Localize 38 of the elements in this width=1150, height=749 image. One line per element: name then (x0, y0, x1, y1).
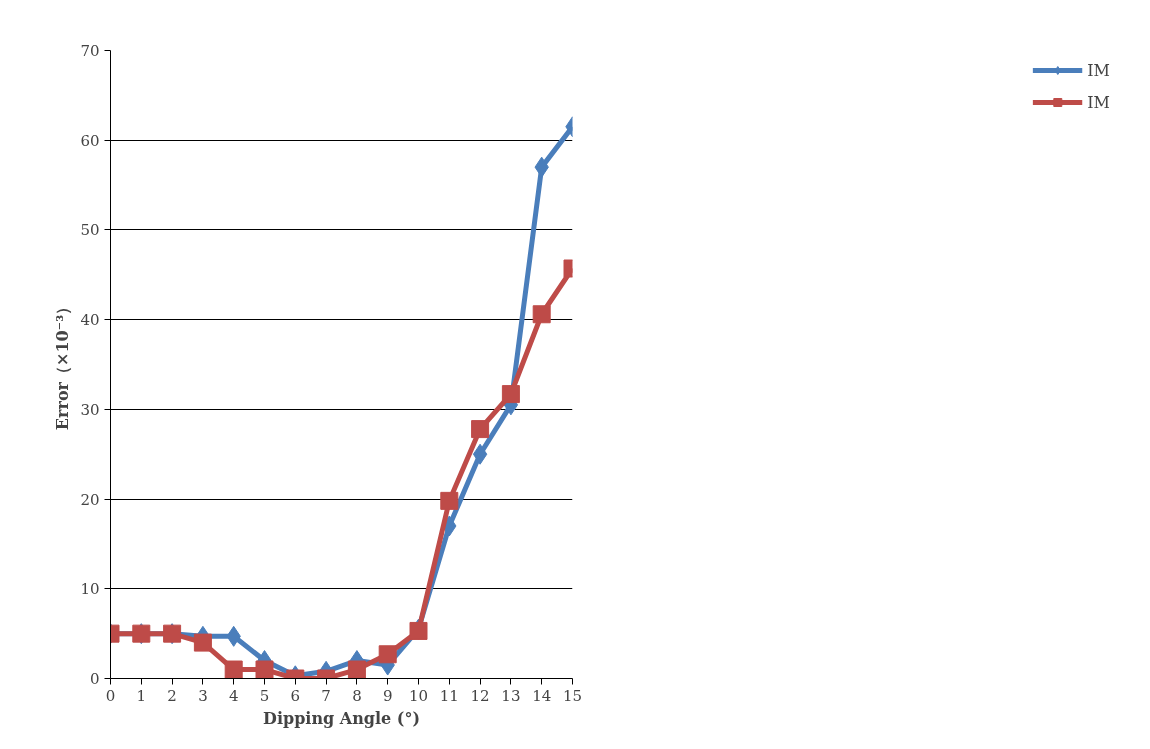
point (378, 645, 397, 664)
point (255, 660, 274, 679)
y-tick-label: 60 (80, 131, 100, 150)
x-tick-label: 0 (105, 686, 116, 705)
y-tick-label: 30 (80, 400, 100, 419)
x-tick-label: 13 (501, 686, 521, 705)
x-tick-label: 3 (198, 686, 208, 705)
x-tick-label: 11 (439, 686, 459, 705)
legend-label: IM (1087, 92, 1110, 112)
x-tick-label: 14 (532, 686, 552, 705)
point (347, 660, 366, 679)
x-tick-label: 5 (259, 686, 270, 705)
x-tick-label: 8 (352, 686, 362, 705)
point (532, 305, 551, 324)
y-tick-label: 10 (80, 580, 100, 599)
x-tick-label: 15 (562, 686, 583, 705)
y-tick-label: 70 (80, 42, 100, 60)
x-tick-label: 10 (408, 686, 429, 705)
x-tick-label: 2 (167, 686, 177, 705)
x-axis-title: Dipping Angle (°) (263, 708, 420, 728)
y-tick-label: 40 (80, 311, 100, 330)
y-axis-title: Error（×10⁻³） (53, 298, 73, 431)
x-tick-label: 9 (382, 686, 393, 705)
point (224, 660, 243, 679)
x-tick-label: 12 (470, 686, 490, 705)
x-tick-label: 6 (290, 686, 301, 705)
point (472, 443, 488, 465)
x-tick-label: 1 (136, 686, 147, 705)
legend-label: IM (1087, 60, 1110, 80)
y-tick-label: 20 (80, 490, 100, 509)
x-tick-label: 4 (228, 686, 239, 705)
point (471, 420, 490, 439)
y-tick-label: 0 (89, 670, 100, 688)
point (440, 491, 459, 510)
point (501, 385, 520, 404)
x-tick-label: 7 (321, 686, 331, 705)
point (193, 633, 212, 652)
y-tick-label: 50 (80, 221, 100, 240)
